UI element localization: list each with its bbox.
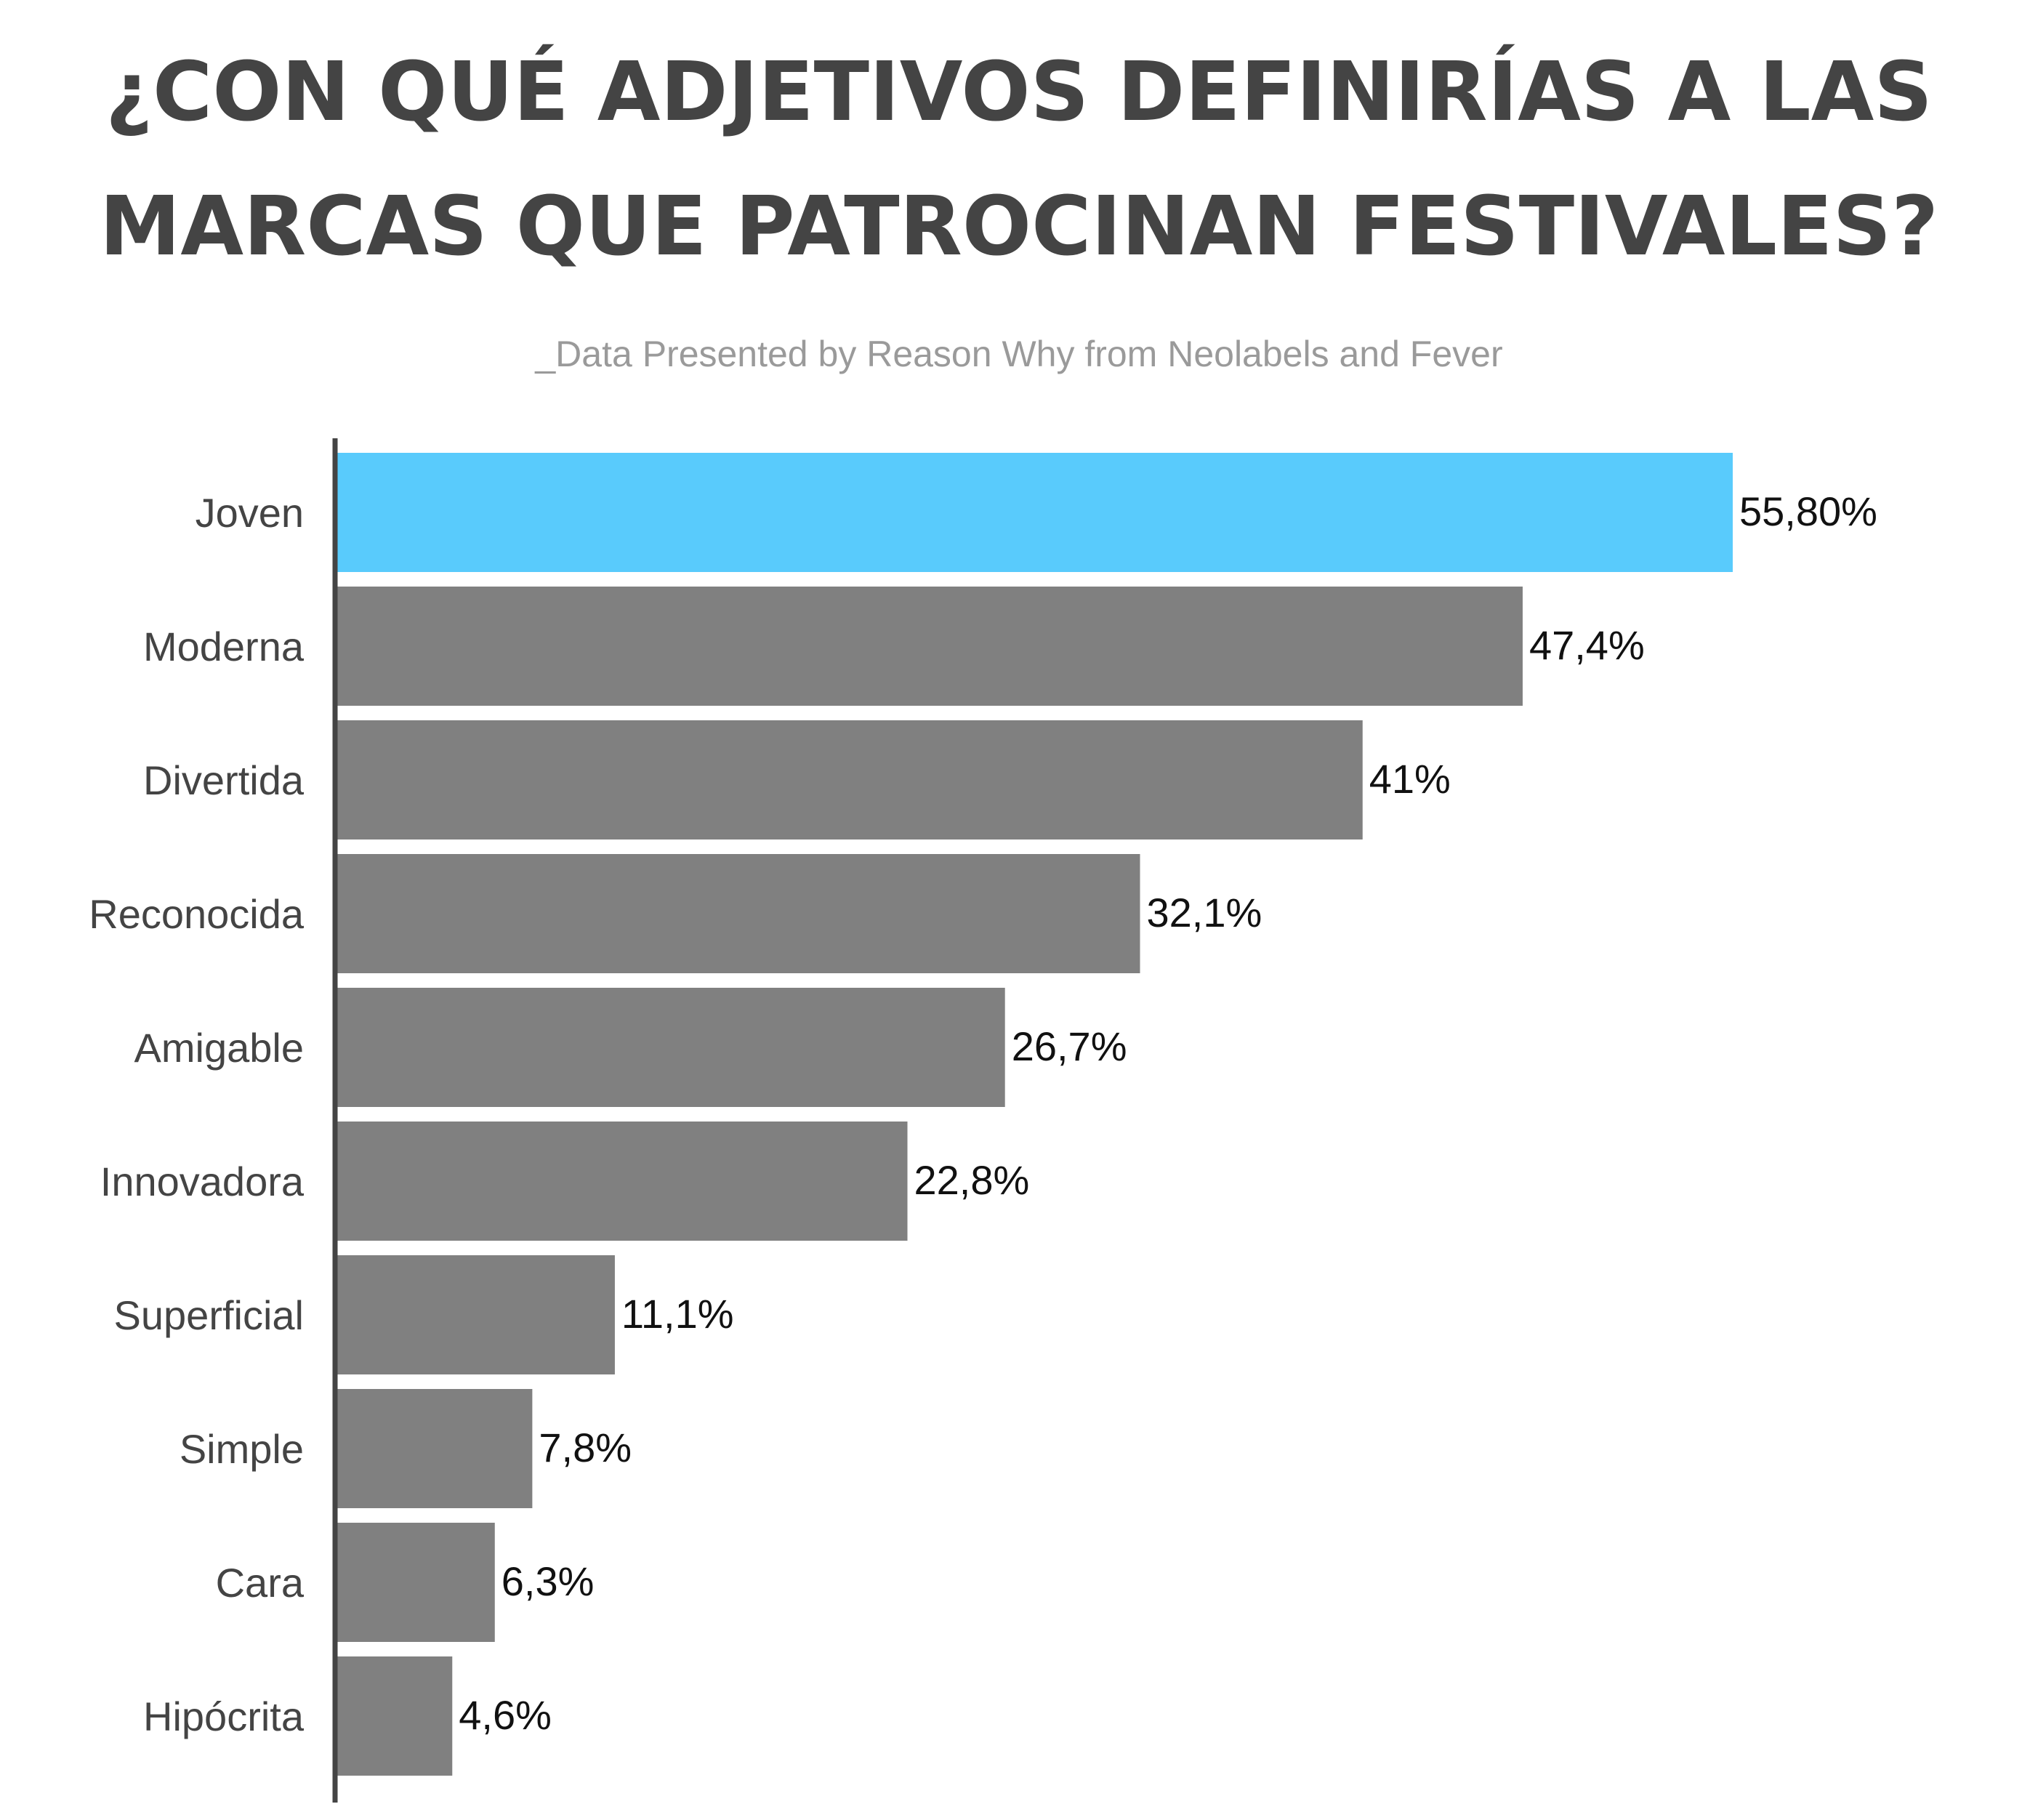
bar-9	[337, 1656, 453, 1776]
value-label-1: 47,4%	[1529, 622, 1645, 668]
category-label-3: Reconocida	[89, 891, 305, 937]
bar-1	[337, 587, 1523, 706]
bar-6	[337, 1255, 615, 1374]
chart-title-line-2: MARCAS QUE PATROCINAN FESTIVALES?	[100, 180, 1938, 274]
bar-0	[337, 453, 1733, 572]
category-label-5: Innovadora	[100, 1159, 305, 1204]
bar-2	[337, 720, 1363, 839]
category-label-8: Cara	[216, 1560, 305, 1606]
category-label-4: Amigable	[134, 1025, 304, 1071]
bar-3	[337, 854, 1140, 973]
value-label-0: 55,80%	[1739, 488, 1877, 534]
bar-4	[337, 988, 1005, 1107]
chart-title-line-1: ¿CON QUÉ ADJETIVOS DEFINIRÍAS A LAS	[105, 44, 1933, 140]
value-label-4: 26,7%	[1012, 1023, 1127, 1069]
value-label-6: 11,1%	[621, 1291, 734, 1337]
category-label-0: Joven	[196, 490, 304, 536]
value-label-7: 7,8%	[539, 1425, 632, 1470]
value-label-5: 22,8%	[914, 1157, 1030, 1203]
chart-subtitle: _Data Presented by Reason Why from Neola…	[534, 334, 1502, 374]
category-label-1: Moderna	[143, 624, 305, 669]
category-label-6: Superficial	[114, 1292, 304, 1338]
value-label-9: 4,6%	[459, 1692, 552, 1738]
category-label-9: Hipócrita	[143, 1694, 305, 1739]
category-label-2: Divertida	[143, 757, 305, 803]
value-label-3: 32,1%	[1147, 890, 1262, 935]
value-label-8: 6,3%	[502, 1558, 595, 1604]
bar-7	[337, 1389, 533, 1508]
bars-layer: Joven 55,80% Moderna 47,4% Divertida 41% Recon…	[89, 453, 1877, 1776]
bar-8	[337, 1523, 495, 1642]
value-label-2: 41%	[1369, 756, 1451, 802]
category-label-7: Simple	[180, 1426, 304, 1472]
bar-5	[337, 1122, 908, 1241]
